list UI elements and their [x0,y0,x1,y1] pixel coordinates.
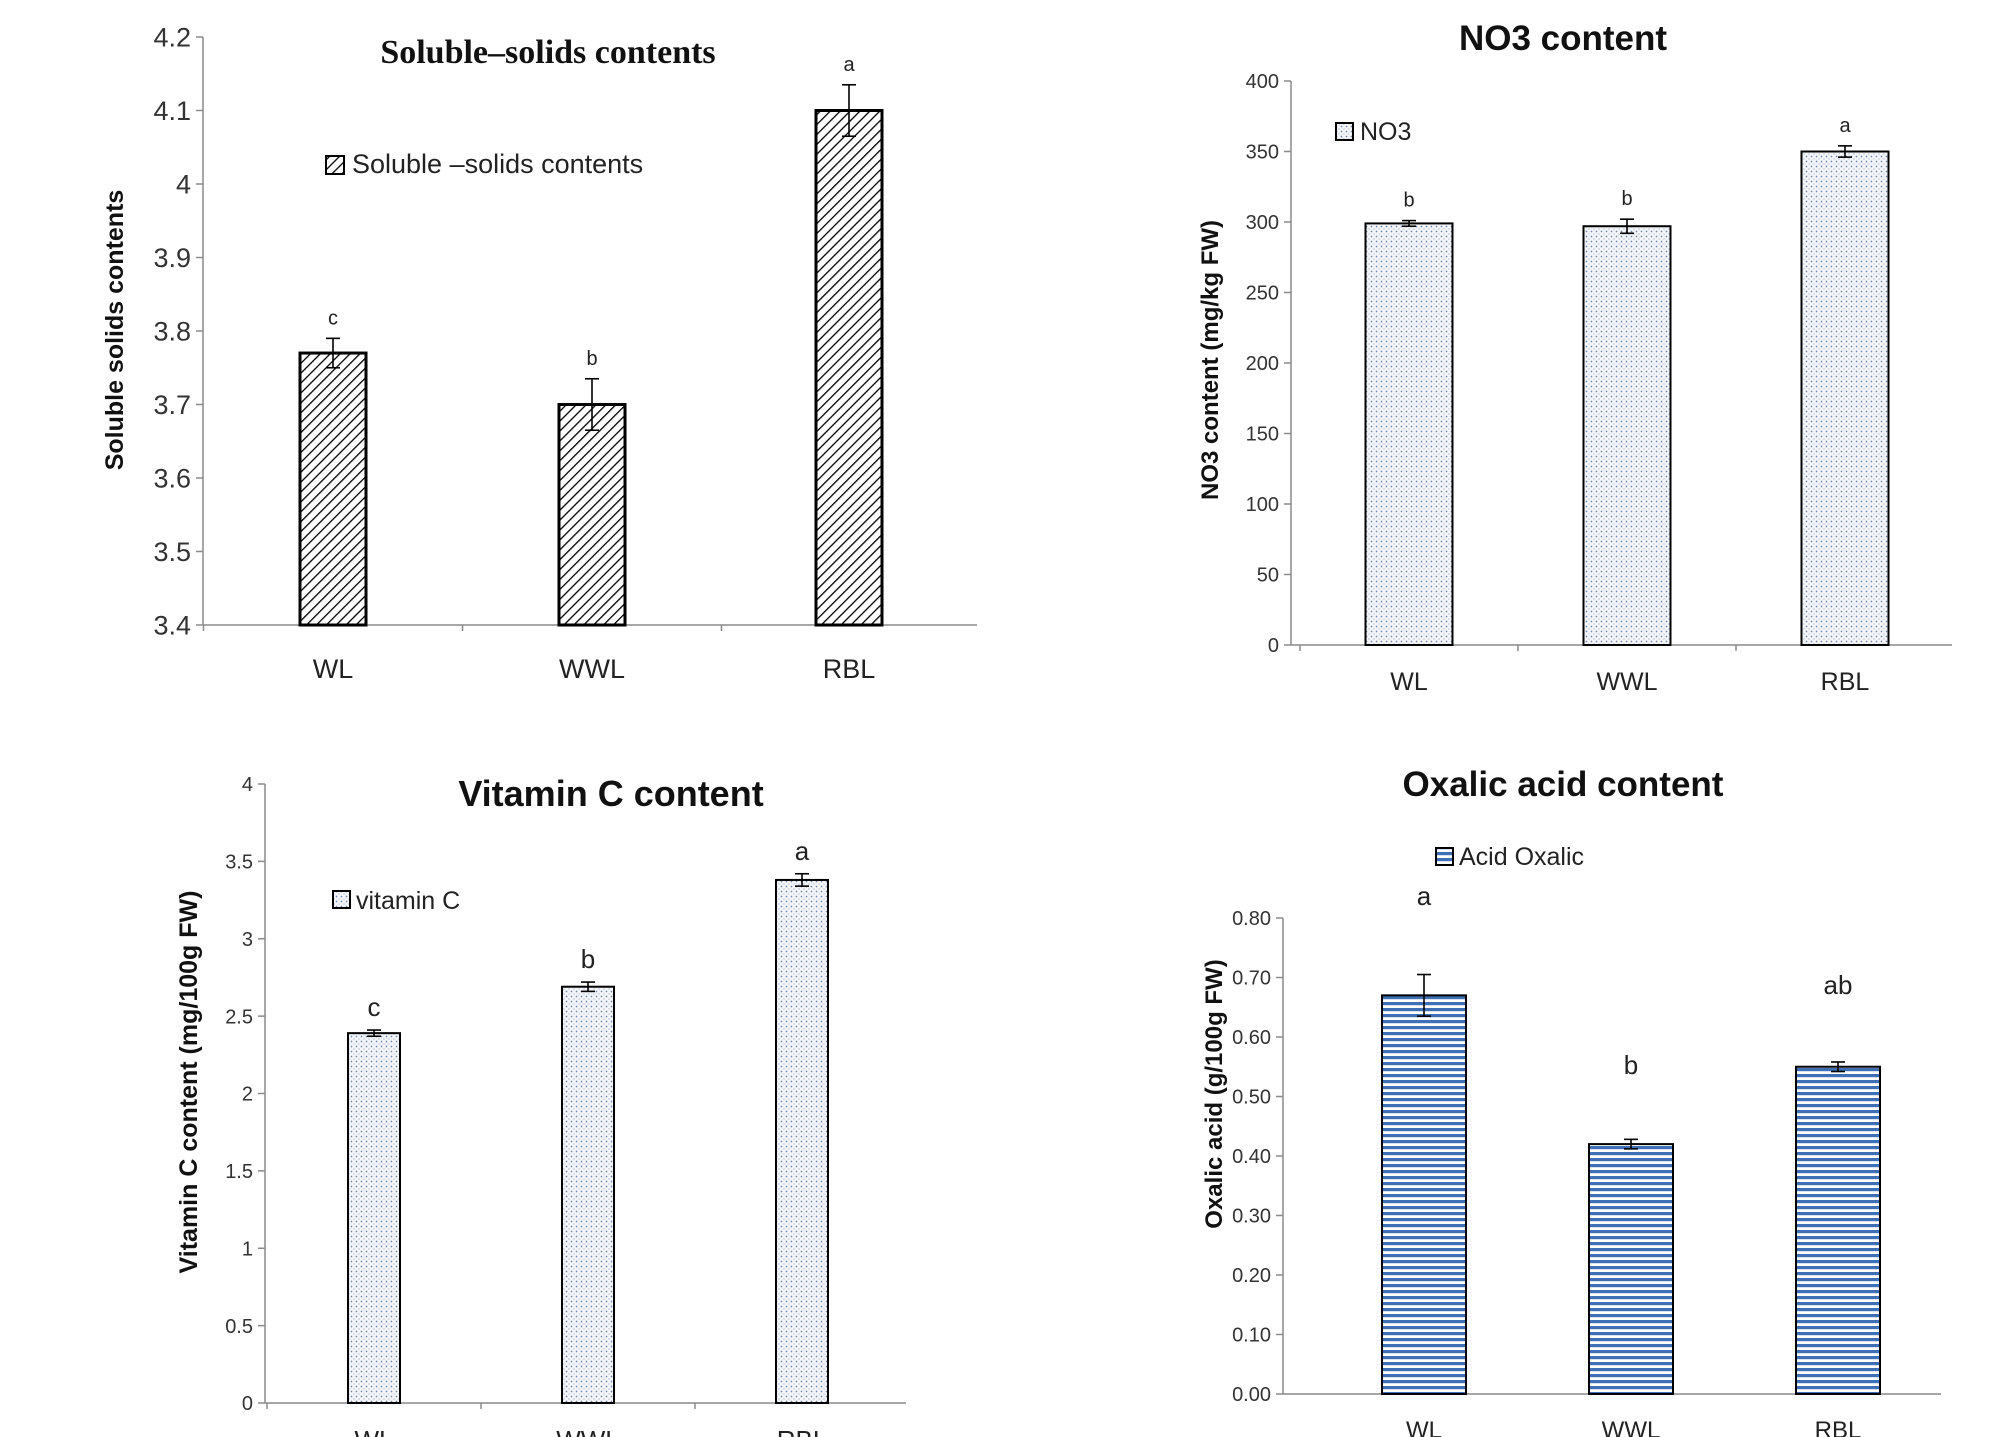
legend-swatch [332,890,351,909]
legend-label: Acid Oxalic [1459,843,1584,871]
bar-wl [1364,222,1454,646]
significance-letter: a [843,54,855,76]
bar-wl [347,1032,401,1404]
y-tick-label: 0.10 [1232,1325,1271,1347]
y-tick-label: 0.5 [225,1316,253,1338]
bar-wwl [1582,225,1672,646]
y-tick-label: 300 [1246,212,1279,234]
x-category-label: WL [355,1425,394,1437]
x-category-label: RBL [1821,668,1870,696]
y-tick-label: 3.8 [153,317,191,347]
significance-letter: b [1621,188,1632,210]
bar-rbl [775,878,829,1404]
significance-letter: a [795,836,810,866]
significance-letter: b [1624,1050,1638,1080]
chart-vitamin-c: Vitamin C content Vitamin C content (mg/… [175,773,906,1437]
x-category-label: WWL [1596,668,1657,696]
legend-swatch [1335,122,1354,141]
y-tick-label: 4 [176,170,191,200]
chart-title: Vitamin C content [458,773,763,814]
legend: NO3 [1335,118,1411,146]
y-tick-label: 4.1 [153,96,191,126]
y-tick-label: 400 [1246,71,1279,93]
y-tick-label: 0.20 [1232,1265,1271,1287]
significance-letter: ab [1824,970,1853,1000]
significance-letter: c [368,992,381,1022]
legend-label: vitamin C [356,887,460,915]
legend: Soluble –solids contents [325,149,643,179]
y-tick-label: 0.00 [1232,1384,1271,1406]
y-axis-label: Soluble solids contents [101,190,129,471]
legend: Acid Oxalic [1435,843,1584,871]
y-tick-label: 3.5 [225,852,253,874]
y-tick-label: 0.60 [1232,1027,1271,1049]
bar-wwl [561,985,615,1404]
bar-wwl [1588,1143,1674,1395]
x-category-label: WWL [556,1425,620,1437]
y-tick-label: 0 [1268,635,1279,657]
x-category-label: WWL [559,654,625,684]
y-tick-label: 0.80 [1232,908,1271,930]
y-tick-label: 0.40 [1232,1146,1271,1168]
significance-letter: b [586,348,597,370]
y-tick-label: 1 [242,1238,253,1260]
bar-rbl [1800,150,1890,646]
significance-letter: a [1417,881,1432,911]
y-tick-label: 1.5 [225,1161,253,1183]
y-tick-label: 2 [242,1084,253,1106]
y-tick-label: 3 [242,929,253,951]
x-category-label: WL [1406,1417,1442,1437]
significance-letter: c [328,307,338,329]
y-tick-label: 100 [1246,494,1279,516]
y-tick-label: 3.5 [153,537,191,567]
bar-wl [298,351,368,627]
legend: vitamin C [332,887,460,915]
y-tick-label: 150 [1246,424,1279,446]
y-tick-label: 0.50 [1232,1087,1271,1109]
bar-rbl [1795,1065,1881,1395]
bar-wwl [557,403,627,627]
y-tick-label: 0.30 [1232,1206,1271,1228]
x-category-label: WL [1390,668,1428,696]
chart-title: Oxalic acid content [1403,765,1724,804]
chart-no3: NO3 content NO3 content (mg/kg FW) NO3 0… [1197,19,1952,696]
y-tick-label: 0 [242,1393,253,1415]
y-tick-label: 0.70 [1232,968,1271,990]
x-category-label: RBL [777,1425,828,1437]
significance-letter: b [581,944,595,974]
legend-label: NO3 [1360,118,1411,146]
bar-wl [1381,994,1467,1395]
y-axis-label: NO3 content (mg/kg FW) [1197,220,1224,500]
legend-swatch [325,155,345,175]
y-tick-label: 2.5 [225,1006,253,1028]
chart-title: NO3 content [1459,19,1667,58]
y-axis-label: Oxalic acid (g/100g FW) [1201,959,1228,1228]
y-tick-label: 3.9 [153,243,191,273]
x-category-label: RBL [823,654,876,684]
y-tick-label: 350 [1246,142,1279,164]
y-tick-label: 50 [1257,565,1279,587]
chart-title: Soluble–solids contents [380,34,715,71]
y-tick-label: 200 [1246,353,1279,375]
significance-letter: a [1839,115,1851,137]
significance-letter: b [1403,190,1414,212]
bar-rbl [814,109,884,627]
x-category-label: WL [313,654,354,684]
legend-swatch [1435,847,1454,866]
x-category-label: RBL [1815,1417,1862,1437]
y-tick-label: 4.2 [153,23,191,53]
x-category-label: WWL [1602,1417,1661,1437]
y-tick-label: 3.6 [153,464,191,494]
y-tick-label: 4 [242,774,253,796]
y-axis-label: Vitamin C content (mg/100g FW) [175,891,203,1274]
chart-oxalic-acid: Oxalic acid content Oxalic acid (g/100g … [1201,765,1941,1437]
y-tick-label: 3.7 [153,390,191,420]
legend-label: Soluble –solids contents [352,149,643,179]
chart-soluble-solids: Soluble–solids contents Soluble solids c… [101,23,977,684]
y-tick-label: 250 [1246,283,1279,305]
y-tick-label: 3.4 [153,611,191,641]
